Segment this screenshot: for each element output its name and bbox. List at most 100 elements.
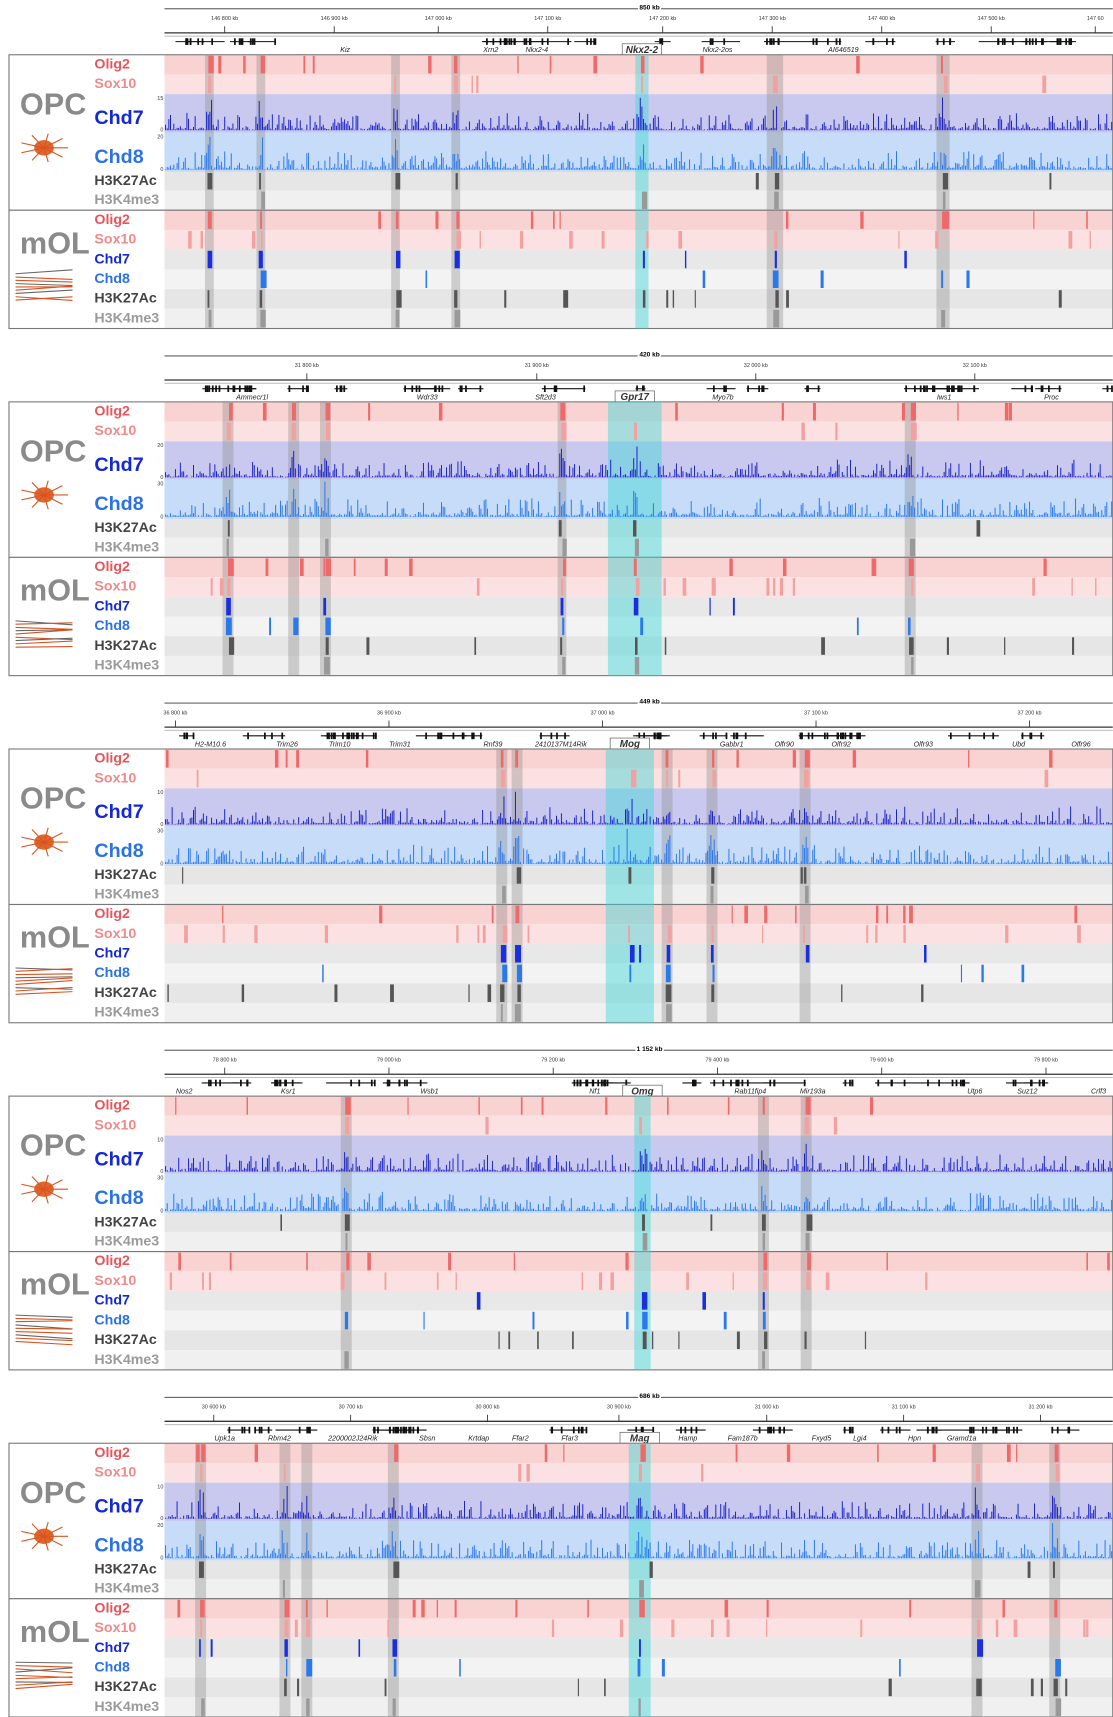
- exon: [250, 385, 252, 392]
- label-background: [9, 1311, 164, 1331]
- peak-call: [806, 945, 810, 963]
- track-label: Sox10: [94, 770, 136, 786]
- peak-call: [599, 1272, 602, 1290]
- exon: [581, 1427, 583, 1434]
- exon: [1040, 733, 1042, 740]
- exon: [969, 733, 971, 740]
- exon: [328, 733, 330, 740]
- peak-call: [666, 984, 672, 1002]
- exon: [1059, 38, 1061, 45]
- peak-call: [1095, 578, 1096, 596]
- gene-label: Nkx2-4: [526, 46, 549, 54]
- peak-call: [492, 906, 494, 924]
- peak-call: [366, 637, 369, 655]
- peak-call: [783, 558, 786, 576]
- peak-call: [182, 867, 183, 883]
- peak-call: [477, 1292, 481, 1310]
- peak-call: [201, 1698, 205, 1716]
- track-label: Chd8: [94, 1534, 143, 1556]
- coord-label: 147 200 kb: [649, 16, 676, 22]
- peak-call: [325, 925, 328, 943]
- peak-call: [515, 945, 521, 963]
- exon: [827, 733, 829, 740]
- track-label: Olig2: [94, 403, 130, 419]
- exon: [850, 1427, 852, 1434]
- exon: [747, 385, 749, 392]
- peak-call: [1107, 1253, 1110, 1271]
- track-label: Chd8: [94, 840, 143, 862]
- peak-call: [873, 558, 876, 576]
- peak-call: [625, 1253, 627, 1271]
- peak-call: [1049, 750, 1052, 768]
- exon: [308, 1427, 310, 1434]
- peak-call: [643, 1332, 647, 1350]
- peak-call: [977, 520, 981, 536]
- exon: [801, 733, 803, 740]
- peak-call: [736, 1444, 738, 1462]
- peak-call: [763, 1292, 765, 1310]
- gene-label: Gramd1a: [947, 1435, 977, 1443]
- track-label: Chd7: [94, 598, 130, 614]
- exon: [473, 733, 475, 740]
- peak-call: [981, 965, 983, 983]
- exon: [713, 385, 715, 392]
- peak-call: [729, 558, 731, 576]
- track-label: Chd8: [94, 1312, 130, 1328]
- peak-call: [1032, 578, 1035, 596]
- peak-call: [909, 637, 914, 655]
- exon: [583, 385, 585, 392]
- peak-call: [921, 984, 923, 1002]
- peak-call: [508, 1332, 510, 1350]
- peak-call: [480, 231, 481, 249]
- peak-call: [1069, 231, 1073, 249]
- exon: [461, 385, 463, 392]
- exon: [844, 1080, 846, 1087]
- gene-label: Ubd: [1012, 740, 1026, 748]
- axis-zero-label: 0: [160, 514, 163, 520]
- gene-label: Wsb1: [420, 1088, 438, 1096]
- exon: [943, 38, 945, 45]
- exon: [779, 1427, 781, 1434]
- peak-call: [675, 403, 678, 421]
- axis-max-label: 30: [157, 829, 163, 835]
- peak-call: [261, 231, 263, 249]
- peak-call: [582, 1272, 584, 1290]
- peak-call: [1004, 637, 1005, 655]
- exon: [995, 1427, 997, 1434]
- peak-call: [454, 76, 458, 94]
- gene-label: Wdr33: [417, 393, 438, 401]
- peak-call: [634, 558, 637, 576]
- exon: [932, 385, 934, 392]
- coord-label: 31 900 kb: [525, 363, 549, 369]
- exon: [268, 1427, 270, 1434]
- gene-label: Gabbr1: [720, 740, 744, 748]
- peak-call: [226, 598, 231, 616]
- track-label: Sox10: [94, 926, 136, 942]
- peak-call: [394, 76, 396, 94]
- peak-call: [394, 1444, 398, 1462]
- peak-call: [242, 984, 244, 1002]
- exon: [962, 1080, 964, 1087]
- peak-call: [218, 56, 221, 74]
- peak-call: [261, 192, 265, 210]
- exon: [1016, 1427, 1018, 1434]
- panel: 449 kb36 800 kb36 900 kb37 000 kb37 100 …: [9, 699, 1113, 1023]
- peak-call: [502, 965, 507, 983]
- peak-call: [550, 56, 552, 74]
- peak-call: [515, 1004, 521, 1022]
- exon: [904, 1080, 906, 1087]
- peak-call: [841, 984, 842, 1002]
- peak-call: [911, 403, 916, 421]
- peak-call: [284, 1639, 287, 1657]
- peak-call: [379, 906, 382, 924]
- exon: [416, 385, 418, 392]
- exon: [816, 38, 818, 45]
- exon: [254, 38, 256, 45]
- peak-call: [1071, 578, 1072, 596]
- peak-call: [252, 231, 255, 249]
- peak-call: [421, 1600, 424, 1618]
- gene-label: Ffar2: [512, 1435, 529, 1443]
- scale-label: 686 kb: [639, 1393, 659, 1400]
- peak-call: [925, 1272, 927, 1290]
- peak-call: [1031, 1679, 1034, 1697]
